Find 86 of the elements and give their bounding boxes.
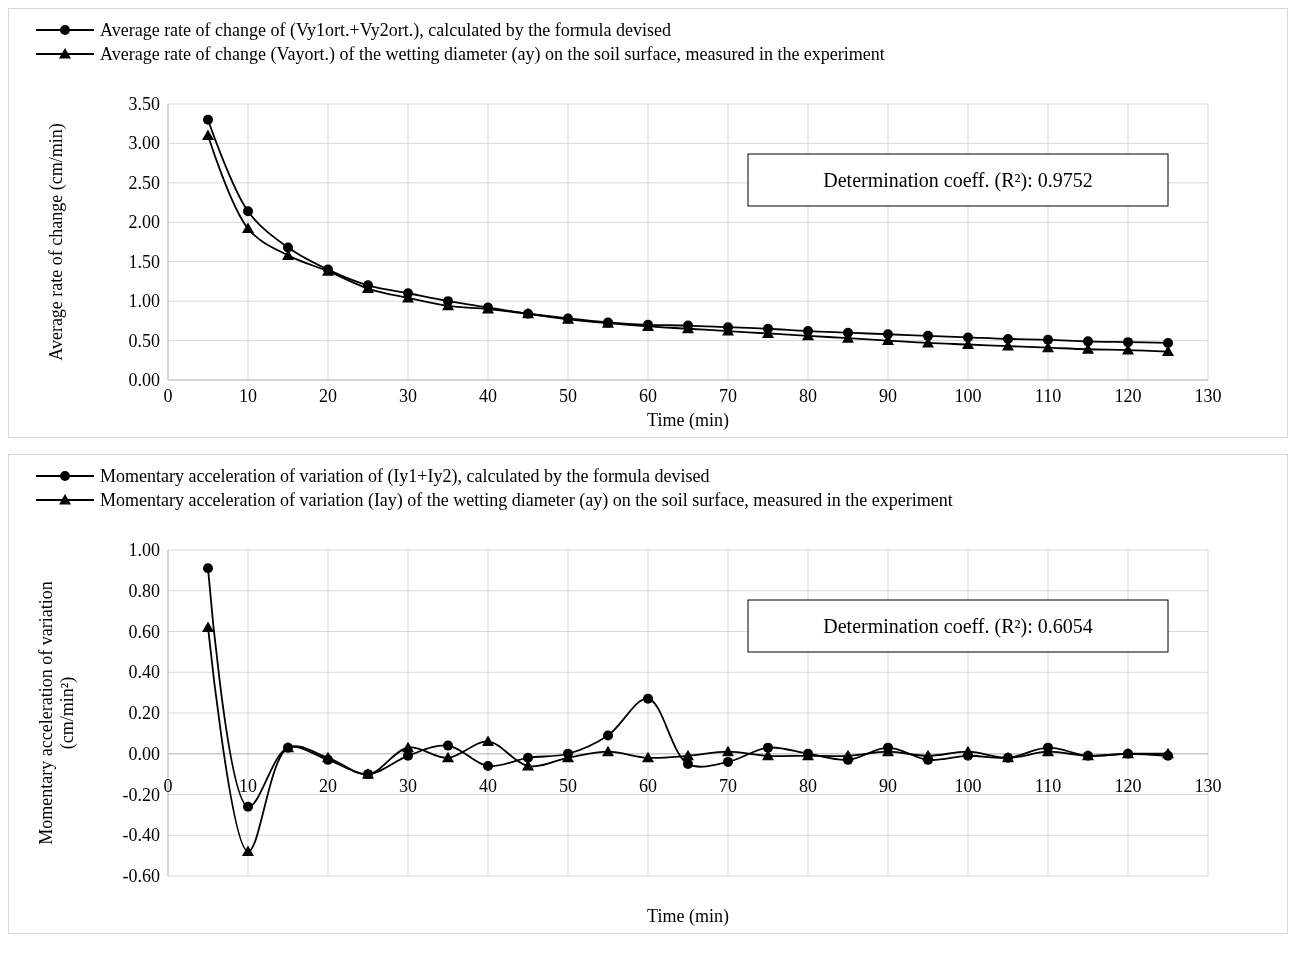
legend-label: Momentary acceleration of variation (Iay) of the wetting diameter (ay) on the soil surface, measured in the experiment [100,490,953,511]
point [763,742,773,753]
text-box: Determination coeff. (R²): 0.9752 [747,153,1169,207]
y-tick-label: -0.20 [122,784,160,805]
x-tick-label: 70 [719,386,737,406]
x-tick-label: 110 [1034,775,1062,796]
legend-label: Average rate of change (Vayort.) of the wetting diameter (ay) on the soil surface, measured in the experiment [100,44,885,65]
x-tick-label: 30 [399,386,417,406]
x-tick-label: 90 [879,386,897,406]
point [202,621,214,632]
x-tick-label: 0 [163,775,173,796]
point [1043,334,1053,345]
point [643,693,653,704]
y-axis-title: Momentary acceleration of variation (cm/min²) [36,581,78,845]
y-tick-label: 0.80 [128,580,160,601]
legend-label: Average rate of change of (Vy1ort.+Vy2ort.), calculated by the formula devised [100,20,672,41]
y-tick-label: 0.00 [128,743,160,764]
x-tick-label: 60 [639,775,657,796]
point [482,735,494,747]
x-tick-label: 100 [954,775,982,796]
y-axis-title: Average rate of change (cm/min) [46,123,67,361]
y-tick-label: 1.50 [128,251,160,272]
point [443,740,453,751]
x-tick-label: 0 [163,386,173,406]
text-box: Determination coeff. (R²): 0.6054 [747,599,1169,653]
x-tick-label: 80 [799,386,817,406]
x-tick-label: 50 [559,775,577,796]
point [1123,337,1133,348]
x-tick-label: 70 [719,775,737,796]
point [603,730,613,741]
point [202,129,214,141]
point [962,745,974,757]
y-tick-label: 0.50 [128,330,160,351]
y-tick-label: 0.00 [128,370,160,390]
y-tick-label: 1.00 [128,540,160,560]
x-tick-label: 30 [399,775,417,796]
x-axis-title: Time (min) [647,410,729,431]
annotation: Determination coeff. (R²): 0.9752 [823,169,1093,192]
point [483,760,493,771]
y-tick-label: 1.00 [128,291,160,312]
x-axis-title: Time (min) [647,906,729,927]
point [642,751,654,763]
x-tick-label: 130 [1194,386,1222,406]
y-tick-label: 2.00 [128,212,160,233]
point [442,751,454,763]
point [1163,337,1173,348]
x-tick-label: 90 [879,775,897,796]
point [842,749,854,761]
point [242,222,254,234]
point [242,845,254,857]
x-tick-label: 20 [319,775,337,796]
y-tick-label: 3.00 [128,133,160,154]
y-tick-label: 2.50 [128,172,160,193]
x-tick-label: 10 [239,775,257,796]
point [402,741,414,753]
annotation: Determination coeff. (R²): 0.6054 [823,615,1093,638]
point [203,114,213,125]
point [602,745,614,757]
point [722,745,734,757]
x-tick-label: 40 [479,775,497,796]
point [203,563,213,574]
x-tick-label: 40 [479,386,497,406]
y-tick-label: 3.50 [128,94,160,114]
point [682,749,694,761]
y-tick-label: 0.40 [128,662,160,683]
point [723,756,733,767]
point [523,752,533,763]
y-tick-label: -0.60 [122,866,160,886]
x-tick-label: 120 [1114,775,1142,796]
x-tick-label: 100 [954,386,982,406]
x-tick-label: 20 [319,386,337,406]
x-tick-label: 50 [559,386,577,406]
point [243,801,253,812]
y-tick-label: 0.20 [128,703,160,723]
x-tick-label: 60 [639,386,657,406]
legend-label: Momentary acceleration of variation of (Iy1+Iy2), calculated by the formula devised [100,466,710,487]
x-tick-label: 80 [799,775,817,796]
point [922,749,934,761]
point [1083,336,1093,347]
y-tick-label: 0.60 [128,621,160,642]
x-tick-label: 130 [1194,775,1222,796]
point [243,206,253,217]
x-tick-label: 110 [1034,386,1062,406]
y-tick-label: -0.40 [122,825,160,846]
x-tick-label: 120 [1114,386,1142,406]
x-tick-label: 10 [239,386,257,406]
